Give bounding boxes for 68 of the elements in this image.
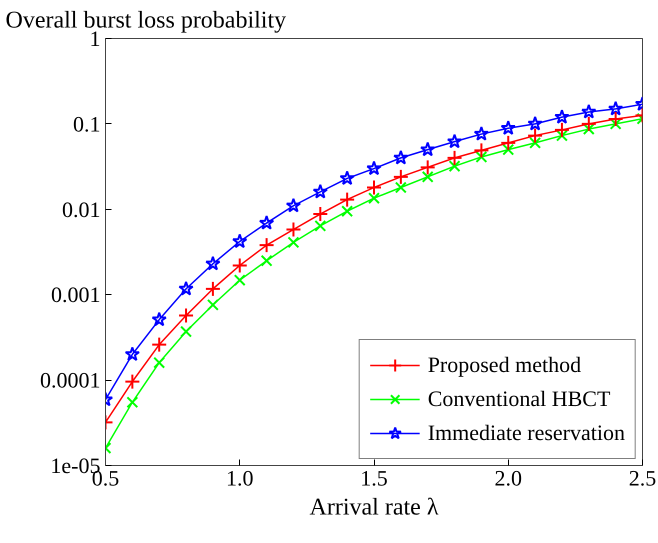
point xyxy=(312,206,328,222)
point xyxy=(394,182,407,194)
point xyxy=(288,236,300,248)
point xyxy=(420,142,436,156)
point xyxy=(152,312,167,326)
point xyxy=(529,136,542,149)
point xyxy=(341,205,354,218)
x-tick-label: 2.0 xyxy=(494,466,522,490)
point xyxy=(366,160,382,176)
point xyxy=(366,180,382,196)
point xyxy=(260,254,273,267)
point xyxy=(554,109,570,124)
point xyxy=(286,198,302,212)
point xyxy=(475,151,488,163)
legend-label: Proposed method xyxy=(428,352,582,378)
point xyxy=(314,220,326,232)
point xyxy=(580,116,597,132)
legend-label: Immediate reservation xyxy=(428,420,625,446)
point xyxy=(446,134,462,148)
point xyxy=(124,346,140,362)
point xyxy=(581,104,596,119)
point xyxy=(368,192,380,204)
point xyxy=(151,336,168,353)
point xyxy=(232,257,248,274)
point xyxy=(285,222,302,238)
point xyxy=(258,215,274,230)
point xyxy=(420,159,436,176)
point xyxy=(339,170,355,186)
point xyxy=(178,280,194,296)
point xyxy=(527,128,544,144)
point xyxy=(206,298,219,311)
point xyxy=(500,120,516,135)
point xyxy=(124,374,140,390)
point xyxy=(446,150,463,166)
point xyxy=(126,396,138,408)
point xyxy=(527,116,543,131)
point xyxy=(205,256,221,270)
y-tick-label: 0.1 xyxy=(73,111,100,136)
point xyxy=(180,326,192,338)
point xyxy=(556,130,568,142)
y-tick-label: 0.01 xyxy=(62,196,100,222)
point xyxy=(474,126,490,141)
point xyxy=(502,144,514,156)
x-tick-label: 1.0 xyxy=(226,466,254,490)
point xyxy=(204,280,221,297)
x-tick-label: 2.5 xyxy=(628,466,656,490)
point xyxy=(500,134,516,151)
point xyxy=(258,237,275,254)
y-tick-label: 0.0001 xyxy=(40,368,100,393)
point xyxy=(608,111,624,128)
point xyxy=(393,150,409,165)
x-tick-label: 1.5 xyxy=(360,466,388,490)
point xyxy=(422,170,434,183)
point xyxy=(178,308,194,324)
point xyxy=(232,233,248,248)
legend-label: Conventional HBCT xyxy=(428,386,610,412)
point xyxy=(582,123,595,136)
point xyxy=(473,142,490,158)
point xyxy=(448,160,460,172)
point xyxy=(608,100,624,116)
x-axis-title: Arrival rate λ xyxy=(310,494,439,520)
point xyxy=(339,192,356,208)
point xyxy=(153,356,166,369)
point xyxy=(554,122,570,138)
point xyxy=(234,274,246,286)
point xyxy=(392,168,409,185)
point xyxy=(312,184,328,199)
y-tick-label: 0.001 xyxy=(51,282,100,308)
